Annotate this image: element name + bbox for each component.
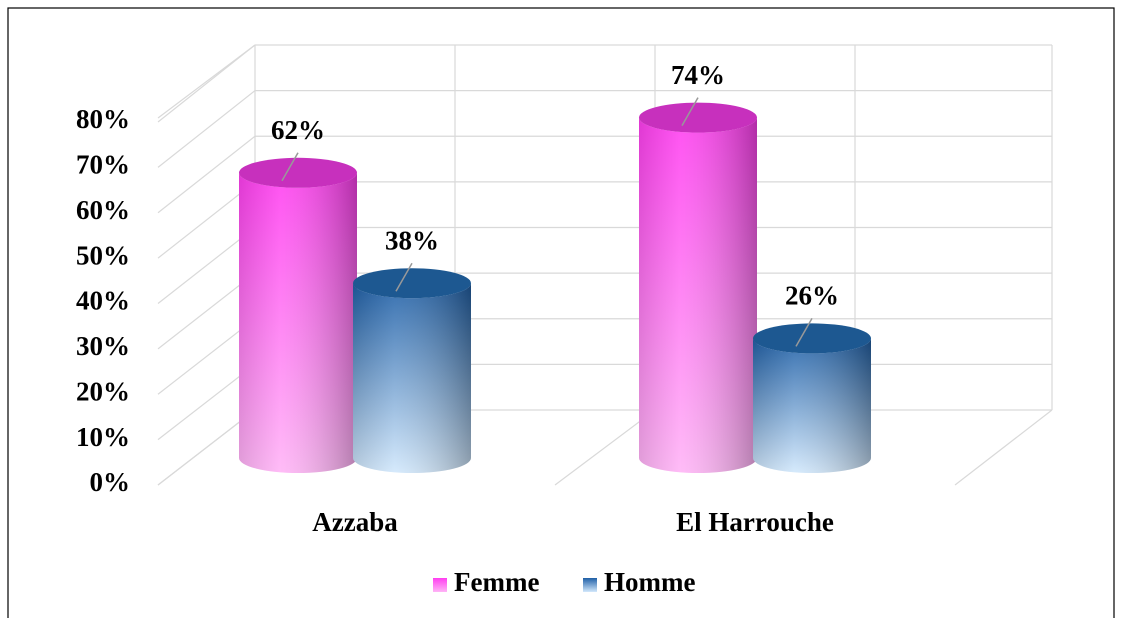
y-tick-label: 0% [90, 467, 131, 497]
y-tick-label: 30% [76, 331, 130, 361]
leader-line [281, 152, 299, 182]
y-tick-label: 10% [76, 422, 130, 452]
grid-line [157, 363, 256, 441]
y-tick-label: 80% [76, 104, 130, 134]
y-tick-label: 40% [76, 286, 130, 316]
cylinder-top [239, 157, 357, 188]
data-label: 62% [271, 115, 325, 145]
grid-line [157, 44, 256, 123]
leader-line [681, 97, 699, 126]
cylinder-shade [353, 283, 471, 473]
legend-label: Femme [454, 567, 539, 597]
legend-swatch [583, 578, 597, 592]
grid-line [157, 409, 256, 486]
grid-line [157, 90, 256, 168]
grid-line [157, 272, 256, 350]
cylinder-shade [639, 117, 757, 473]
x-tick-label: Azzaba [312, 507, 398, 537]
grid-line [157, 181, 256, 259]
data-label: 74% [671, 60, 725, 90]
data-label: 26% [785, 281, 839, 311]
grid-line [157, 318, 256, 395]
y-tick-label: 60% [76, 195, 130, 225]
cylinder-shade [753, 338, 871, 473]
legend-label: Homme [604, 567, 695, 597]
legend-swatch [433, 578, 447, 592]
cylinder-top [753, 323, 871, 354]
data-label: 38% [385, 225, 439, 255]
y-tick-label: 20% [76, 376, 130, 406]
cylinder-shade [239, 172, 357, 474]
grid-line [157, 227, 256, 304]
cylinder-top [639, 102, 757, 133]
leader-line [395, 262, 413, 292]
grid-line [157, 135, 256, 214]
chart-frame [7, 7, 1115, 618]
y-tick-label: 70% [76, 150, 130, 180]
y-tick-label: 50% [76, 240, 130, 270]
cylinder-top [353, 268, 471, 299]
leader-line [795, 318, 813, 347]
x-tick-label: El Harrouche [676, 507, 834, 537]
